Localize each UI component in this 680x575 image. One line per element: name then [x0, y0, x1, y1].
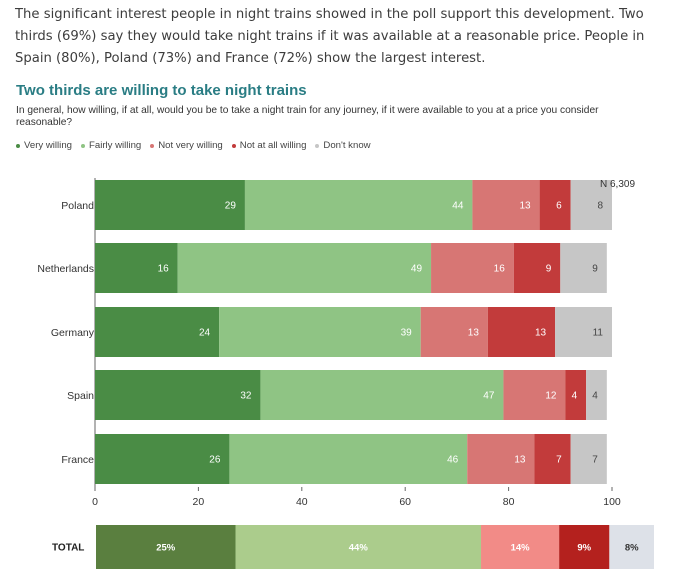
x-tick-label-0: 0 [92, 496, 98, 508]
bar-value-netherlands-not-very-willing: 16 [494, 264, 506, 275]
bar-value-poland-very-willing: 29 [225, 201, 237, 212]
total-bar-fairly-willing [235, 525, 482, 569]
bar-netherlands-not-very-willing [431, 243, 514, 293]
bar-value-germany-fairly-willing: 39 [401, 328, 413, 339]
bar-germany-don-t-know [555, 307, 612, 357]
bar-value-germany-not-at-all-willing: 13 [535, 328, 547, 339]
legend-label-fairly-willing: Fairly willing [89, 140, 142, 151]
bar-france-fairly-willing [229, 434, 468, 484]
bar-spain-don-t-know [586, 370, 607, 420]
bar-netherlands-fairly-willing [177, 243, 432, 293]
bar-value-germany-very-willing: 24 [199, 328, 211, 339]
legend-dot-very-willing [16, 143, 20, 148]
bar-value-poland-not-very-willing: 13 [519, 201, 531, 212]
total-value-fairly-willing: 44% [349, 543, 369, 554]
legend-item-not-at-all-willing: Not at all willing [231, 140, 307, 151]
bar-value-germany-not-very-willing: 13 [468, 328, 480, 339]
bar-poland-don-t-know [570, 180, 612, 230]
bar-poland-fairly-willing [244, 180, 473, 230]
total-value-not-at-all-willing: 9% [577, 543, 591, 554]
intro-paragraph: The significant interest people in night… [15, 7, 645, 66]
bar-value-spain-very-willing: 32 [240, 391, 252, 402]
total-bar-don-t-know [609, 525, 654, 569]
bar-value-spain-don-t-know: 4 [592, 391, 598, 402]
bar-spain-not-at-all-willing [565, 370, 587, 420]
category-label-spain: Spain [67, 390, 94, 402]
total-bar-not-very-willing [481, 525, 560, 569]
legend-dot-dont-know [315, 143, 320, 148]
bar-spain-not-very-willing [503, 370, 566, 420]
x-tick-label-20: 20 [193, 496, 205, 508]
bar-value-netherlands-very-willing: 16 [158, 264, 170, 275]
bar-poland-not-at-all-willing [539, 180, 571, 230]
bar-value-netherlands-don-t-know: 9 [592, 264, 598, 275]
bar-value-france-fairly-willing: 46 [447, 455, 459, 466]
legend-item-very-willing: Very willing [16, 140, 72, 151]
x-tick-label-80: 80 [503, 496, 515, 508]
bar-value-france-don-t-know: 7 [592, 455, 598, 466]
category-label-netherlands: Netherlands [37, 263, 94, 275]
total-row-label: TOTAL [52, 543, 84, 554]
bar-poland-very-willing [95, 180, 245, 230]
legend-label-dont-know: Don't know [323, 140, 371, 151]
legend-item-fairly-willing: Fairly willing [81, 140, 141, 151]
bar-value-spain-not-very-willing: 12 [545, 391, 557, 402]
bar-value-netherlands-not-at-all-willing: 9 [546, 264, 552, 275]
bar-spain-fairly-willing [260, 370, 504, 420]
total-bar-very-willing [96, 525, 236, 569]
bar-value-france-not-very-willing: 13 [514, 455, 526, 466]
x-tick-label-60: 60 [399, 496, 411, 508]
bar-germany-very-willing [95, 307, 220, 357]
legend-label-very-willing: Very willing [24, 140, 72, 151]
bar-germany-fairly-willing [219, 307, 421, 357]
bar-france-not-at-all-willing [534, 434, 571, 484]
x-tick-label-100: 100 [603, 496, 621, 508]
category-label-poland: Poland [61, 200, 94, 212]
legend-label-not-at-all-willing: Not at all willing [239, 140, 307, 151]
bar-germany-not-at-all-willing [487, 307, 556, 357]
bar-poland-not-very-willing [472, 180, 540, 230]
bar-value-poland-fairly-willing: 44 [452, 201, 464, 212]
legend-dot-not-at-all-willing [231, 143, 236, 148]
bar-value-france-not-at-all-willing: 7 [556, 455, 562, 466]
bar-value-germany-don-t-know: 11 [593, 328, 604, 339]
legend-item-not-very-willing: Not very willing [150, 140, 223, 151]
bar-value-spain-fairly-willing: 47 [483, 391, 495, 402]
total-bar-not-at-all-willing [559, 525, 610, 569]
bar-spain-very-willing [95, 370, 261, 420]
category-label-france: France [61, 454, 94, 466]
legend-item-dont-know: Don't know [315, 140, 371, 151]
bar-value-netherlands-fairly-willing: 49 [411, 264, 423, 275]
bar-value-poland-don-t-know: 8 [597, 201, 603, 212]
chart-subtitle: In general, how willing, if at all, woul… [16, 105, 599, 128]
x-tick-label-40: 40 [296, 496, 308, 508]
legend-label-not-very-willing: Not very willing [158, 140, 223, 151]
chart-title: Two thirds are willing to take night tra… [16, 82, 307, 99]
sample-size-label: N 6,309 [600, 179, 635, 190]
bar-value-france-very-willing: 26 [209, 455, 221, 466]
category-label-germany: Germany [51, 327, 95, 339]
bar-france-don-t-know [570, 434, 607, 484]
legend-dot-fairly-willing [81, 143, 85, 148]
bar-netherlands-don-t-know [560, 243, 607, 293]
chart-legend: Very willing Fairly willing Not very wil… [16, 140, 371, 151]
bar-france-not-very-willing [467, 434, 535, 484]
bar-france-very-willing [95, 434, 230, 484]
bar-netherlands-not-at-all-willing [513, 243, 561, 293]
bar-value-spain-not-at-all-willing: 4 [572, 391, 578, 402]
total-value-not-very-willing: 14% [511, 543, 531, 554]
total-value-don-t-know: 8% [625, 543, 639, 554]
bar-netherlands-very-willing [95, 243, 178, 293]
total-value-very-willing: 25% [156, 543, 176, 554]
legend-dot-not-very-willing [150, 143, 155, 148]
bar-germany-not-very-willing [420, 307, 488, 357]
bar-value-poland-not-at-all-willing: 6 [556, 201, 562, 212]
